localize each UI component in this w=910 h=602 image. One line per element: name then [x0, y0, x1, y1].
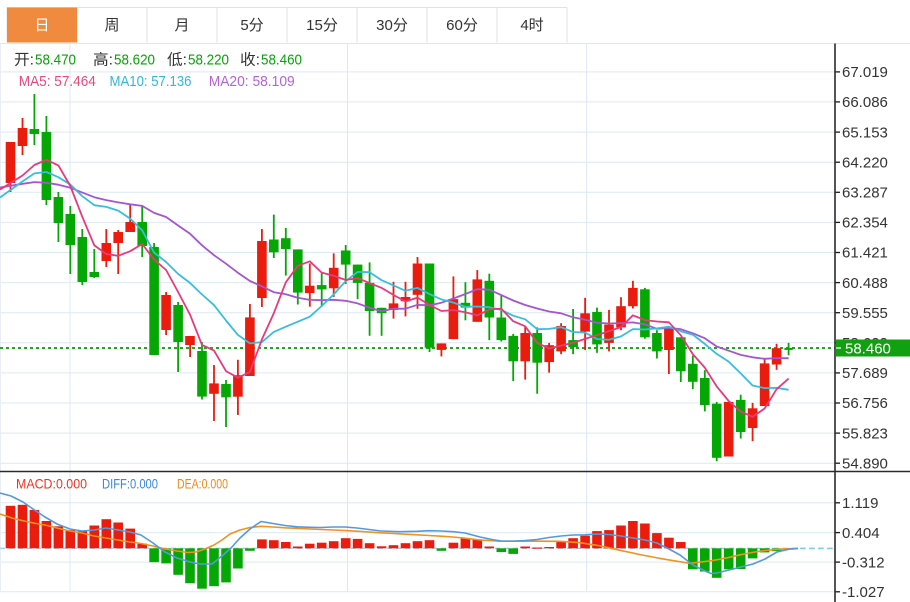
svg-text:周: 周	[104, 17, 119, 34]
svg-text:高:: 高:	[93, 52, 113, 69]
svg-text:MA20: 58.109: MA20: 58.109	[209, 73, 295, 90]
svg-text:60.488: 60.488	[842, 275, 888, 292]
svg-text:58.460: 58.460	[261, 52, 302, 69]
svg-text:67.019: 67.019	[842, 64, 888, 81]
svg-text:DEA:0.000: DEA:0.000	[177, 476, 228, 492]
svg-text:58.620: 58.620	[114, 52, 155, 69]
svg-text:57.689: 57.689	[842, 365, 888, 382]
svg-text:日: 日	[34, 17, 49, 34]
svg-text:低:: 低:	[167, 52, 187, 69]
svg-text:59.555: 59.555	[842, 305, 888, 322]
svg-text:MACD:0.000: MACD:0.000	[16, 476, 87, 492]
svg-text:MA5: 57.464: MA5: 57.464	[19, 73, 96, 90]
svg-text:65.153: 65.153	[842, 124, 888, 141]
svg-text:61.421: 61.421	[842, 245, 888, 262]
svg-text:58.220: 58.220	[188, 52, 229, 69]
svg-text:58.470: 58.470	[35, 52, 76, 69]
svg-text:开:: 开:	[14, 52, 34, 69]
svg-text:54.890: 54.890	[842, 455, 888, 472]
svg-text:56.756: 56.756	[842, 395, 888, 412]
svg-text:1.119: 1.119	[842, 495, 878, 512]
svg-text:5分: 5分	[240, 17, 263, 34]
svg-text:30分: 30分	[376, 17, 408, 34]
svg-text:-0.312: -0.312	[842, 554, 885, 571]
svg-text:0.404: 0.404	[842, 525, 880, 542]
svg-text:66.086: 66.086	[842, 94, 888, 111]
svg-text:MA10: 57.136: MA10: 57.136	[110, 73, 192, 90]
svg-text:55.823: 55.823	[842, 425, 888, 442]
svg-text:63.287: 63.287	[842, 185, 888, 202]
svg-text:4时: 4时	[520, 17, 543, 34]
svg-text:收:: 收:	[240, 52, 260, 69]
svg-text:60分: 60分	[446, 17, 478, 34]
svg-text:-1.027: -1.027	[842, 584, 885, 601]
svg-text:62.354: 62.354	[842, 215, 888, 232]
svg-text:月: 月	[174, 17, 189, 34]
svg-text:64.220: 64.220	[842, 154, 888, 171]
svg-text:DIFF:0.000: DIFF:0.000	[102, 476, 158, 492]
svg-text:15分: 15分	[306, 17, 338, 34]
svg-text:58.460: 58.460	[845, 340, 891, 357]
